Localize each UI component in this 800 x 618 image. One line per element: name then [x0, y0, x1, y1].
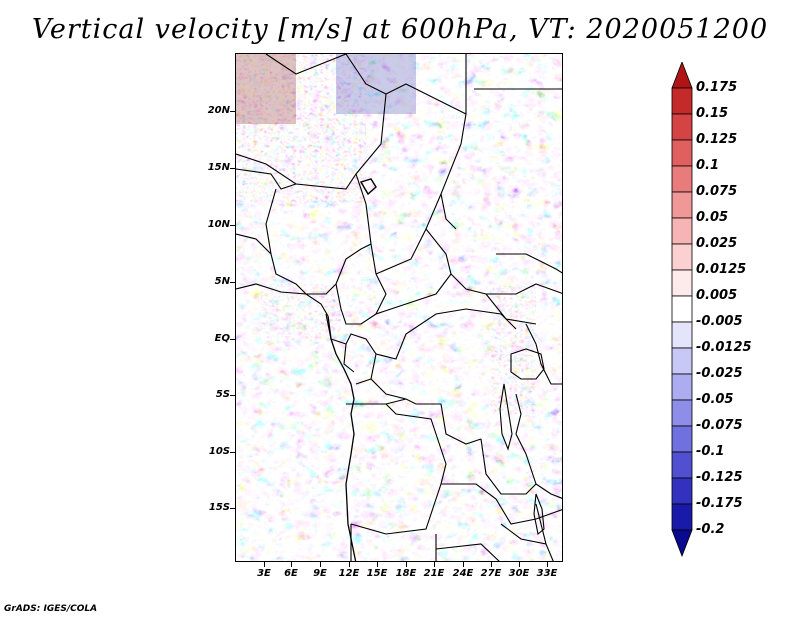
lat-label: 15N: [207, 162, 230, 173]
colorbar-label: 0.125: [696, 132, 738, 147]
lon-tick: [349, 562, 350, 567]
plot-title: Vertical velocity [m/s] at 600hPa, VT: 2…: [31, 14, 769, 45]
colorbar-label: -0.0125: [696, 340, 752, 355]
lat-tick: [230, 168, 235, 169]
lat-label: 5S: [215, 389, 230, 400]
lon-label: 21E: [423, 568, 445, 579]
colorbar-label: 0.0125: [696, 262, 747, 277]
lat-tick: [230, 282, 235, 283]
lon-label: 33E: [536, 568, 558, 579]
colorbar-segment: [671, 373, 693, 401]
colorbar-label: 0.025: [696, 236, 738, 251]
lon-label: 12E: [338, 568, 360, 579]
convective-cells: [236, 54, 536, 414]
lat-tick: [230, 225, 235, 226]
colorbar-segment: [671, 503, 693, 531]
colorbar-label: 0.1: [696, 158, 720, 173]
colorbar-segment: [671, 87, 693, 115]
lat-label: 10S: [208, 446, 230, 457]
lat-label: EQ: [214, 333, 230, 344]
lon-label: 27E: [480, 568, 502, 579]
colorbar-label: -0.2: [696, 522, 725, 537]
colorbar-label: -0.005: [696, 314, 743, 329]
colorbar: [671, 62, 693, 558]
colorbar-segment: [671, 477, 693, 505]
colorbar-label: -0.125: [696, 470, 743, 485]
colorbar-segment: [671, 165, 693, 193]
lon-tick: [463, 562, 464, 567]
lat-tick: [230, 111, 235, 112]
lon-label: 3E: [257, 568, 271, 579]
colorbar-label: -0.05: [696, 392, 734, 407]
lon-tick: [406, 562, 407, 567]
colorbar-label: -0.025: [696, 366, 743, 381]
colorbar-label: -0.075: [696, 418, 743, 433]
colorbar-segment: [671, 321, 693, 349]
lon-label: 9E: [313, 568, 327, 579]
lon-label: 15E: [366, 568, 388, 579]
lon-label: 6E: [284, 568, 298, 579]
colorbar-segment: [671, 425, 693, 453]
lon-label: 18E: [395, 568, 417, 579]
lon-label: 30E: [508, 568, 530, 579]
colorbar-segment: [671, 269, 693, 297]
lon-label: 24E: [452, 568, 474, 579]
lon-tick: [519, 562, 520, 567]
lat-label: 10N: [207, 219, 230, 230]
colorbar-label: 0.005: [696, 288, 738, 303]
colorbar-segment: [671, 139, 693, 167]
colorbar-label: 0.175: [696, 80, 738, 95]
colorbar-segment: [671, 295, 693, 323]
lat-label: 5N: [214, 276, 230, 287]
lat-tick: [230, 452, 235, 453]
colorbar-segment: [671, 62, 693, 89]
colorbar-label: -0.175: [696, 496, 743, 511]
colorbar-segment: [671, 399, 693, 427]
lat-tick: [230, 339, 235, 340]
colorbar-label: 0.15: [696, 106, 729, 121]
grads-credit: GrADS: IGES/COLA: [4, 604, 98, 614]
colorbar-label: 0.075: [696, 184, 738, 199]
colorbar-segment: [671, 529, 693, 558]
lon-tick: [377, 562, 378, 567]
map-panel: [235, 53, 563, 562]
colorbar-segment: [671, 217, 693, 245]
colorbar-label: -0.1: [696, 444, 725, 459]
colorbar-segment: [671, 347, 693, 375]
lat-tick: [230, 395, 235, 396]
lon-tick: [434, 562, 435, 567]
lon-tick: [291, 562, 292, 567]
lon-tick: [264, 562, 265, 567]
colorbar-segment: [671, 191, 693, 219]
lon-tick: [491, 562, 492, 567]
lon-tick: [547, 562, 548, 567]
colorbar-label: 0.05: [696, 210, 729, 225]
colorbar-segment: [671, 243, 693, 271]
country-borders: [236, 54, 562, 561]
lat-label: 15S: [208, 502, 230, 513]
colorbar-segment: [671, 451, 693, 479]
colorbar-segment: [671, 113, 693, 141]
lon-tick: [320, 562, 321, 567]
lat-tick: [230, 508, 235, 509]
lat-label: 20N: [207, 105, 230, 116]
vertical-velocity-field: [236, 54, 562, 561]
